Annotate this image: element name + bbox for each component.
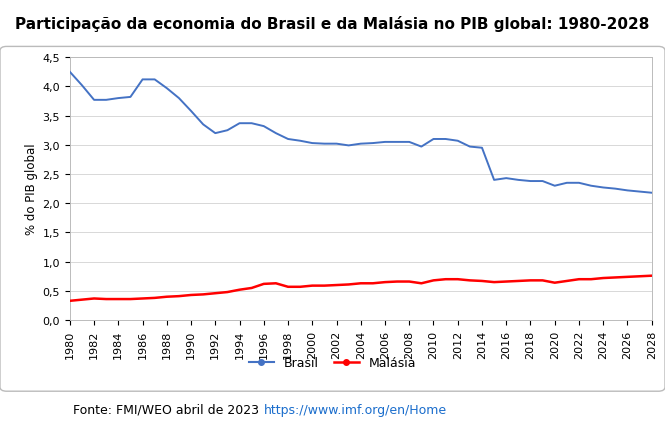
Legend: Brasil, Malásia: Brasil, Malásia: [244, 351, 421, 374]
Text: Fonte: FMI/WEO abril de 2023: Fonte: FMI/WEO abril de 2023: [72, 403, 263, 416]
Text: https://www.imf.org/en/Home: https://www.imf.org/en/Home: [264, 403, 447, 416]
Text: Participação da economia do Brasil e da Malásia no PIB global: 1980-2028: Participação da economia do Brasil e da …: [15, 15, 650, 32]
Y-axis label: % do PIB global: % do PIB global: [25, 144, 39, 235]
